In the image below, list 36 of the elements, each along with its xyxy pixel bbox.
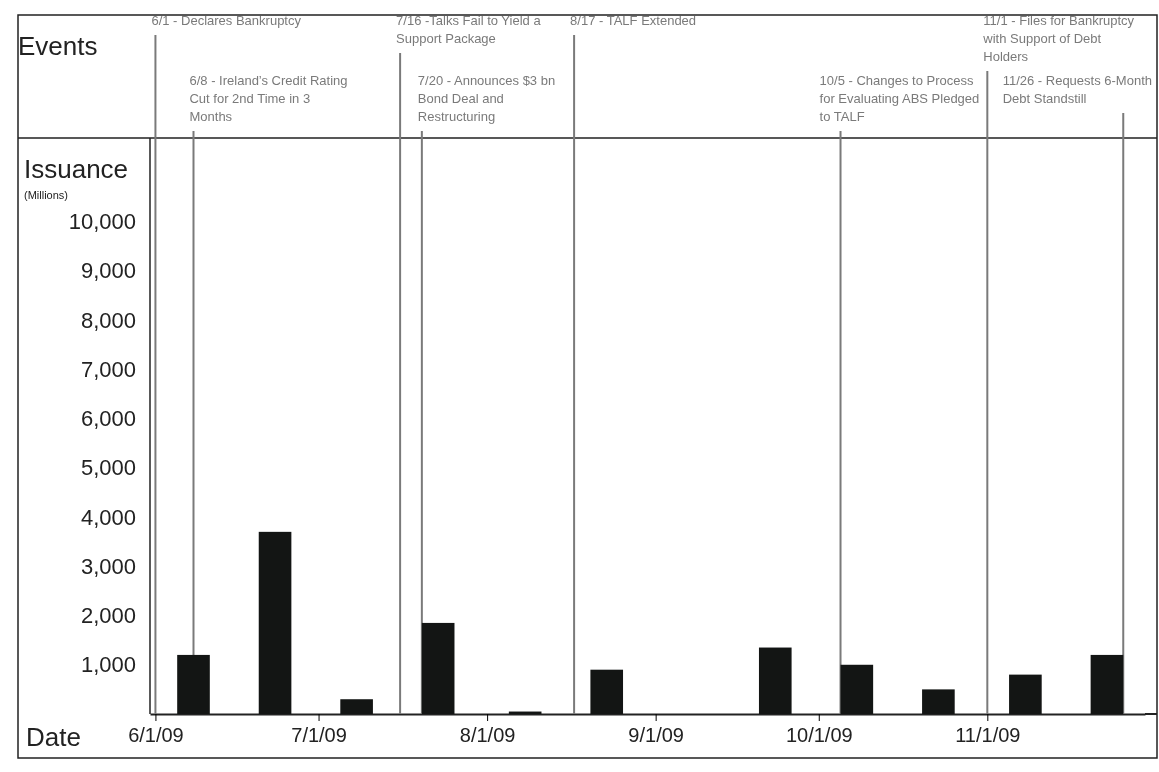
y-tick-label: 4,000	[80, 504, 136, 530]
y-tick-label: 1,000	[80, 652, 136, 678]
ref-line-label: 6/8 - Ireland’s Credit Rating Cut for 2nd Time in 3 Months	[189, 73, 348, 124]
ref-line-label: 6/1 - Declares Bankruptcy	[151, 13, 302, 28]
y-tick-label: 10,000	[68, 209, 136, 235]
bar	[1009, 674, 1042, 714]
ref-line-label: 7/16 -Talks Fail to Yield a Support Package	[396, 13, 542, 46]
ref-line-label: 10/5 - Changes to Process for Evaluating ABS Pledged to TALF	[819, 73, 980, 124]
bar	[840, 664, 874, 714]
x-tick-label: 10/1/09	[785, 724, 853, 746]
x-tick-label: 6/1/09	[128, 724, 184, 746]
bar	[177, 654, 210, 714]
y-tick-label: 5,000	[80, 455, 136, 481]
bar	[922, 689, 955, 714]
ref-line-label: 11/26 - Requests 6-Month Debt Standstill	[1002, 73, 1152, 106]
bar	[1090, 654, 1124, 714]
bar	[590, 669, 624, 714]
y-tick-label: 6,000	[80, 406, 136, 432]
y-tick-label: 8,000	[80, 307, 136, 333]
bar	[258, 531, 292, 714]
y-tick-label: 7,000	[80, 356, 136, 382]
ref-line-label: 11/1 - Files for Bankruptcy with Support of Debt Holders	[982, 13, 1135, 64]
bar	[340, 699, 373, 714]
x-axis-title: Date	[26, 722, 81, 752]
x-tick-label: 9/1/09	[628, 724, 684, 746]
x-tick-label: 11/1/09	[955, 724, 1021, 746]
text: Events	[18, 31, 98, 61]
ref-line-label: 8/17 - TALF Extended	[570, 13, 697, 28]
y-tick-label: 2,000	[80, 603, 136, 629]
y-tick-label: 3,000	[80, 553, 136, 579]
y-tick-label: 9,000	[80, 258, 136, 284]
x-tick-label: 8/1/09	[459, 724, 516, 746]
bar	[758, 647, 792, 714]
bar	[421, 622, 455, 714]
x-tick-label: 7/1/09	[291, 724, 347, 746]
ref-line-label: 7/20 - Announces $3 bn Bond Deal and Restructuring	[417, 73, 556, 124]
